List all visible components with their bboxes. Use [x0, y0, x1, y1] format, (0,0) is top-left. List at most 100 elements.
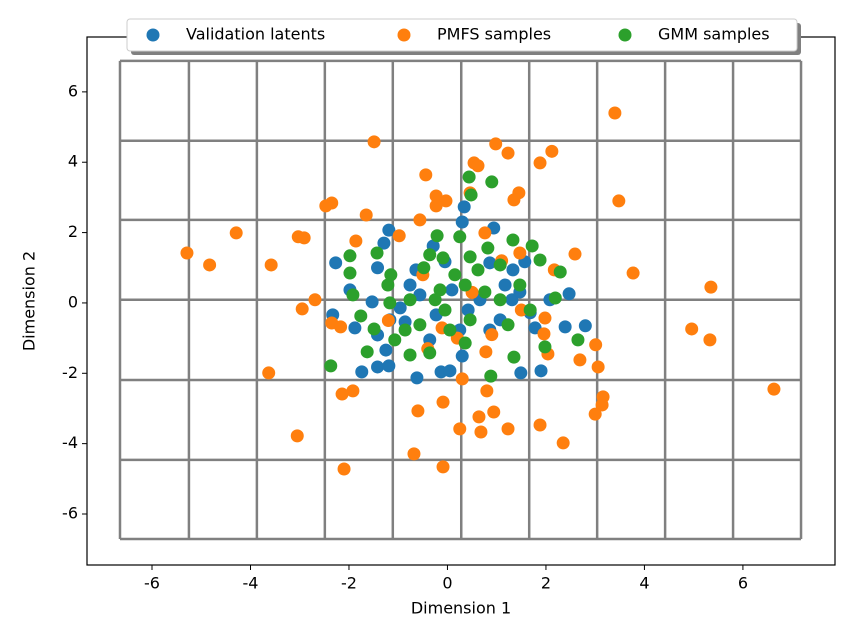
point	[513, 278, 527, 292]
point	[501, 318, 515, 332]
point	[513, 246, 527, 260]
point	[319, 199, 333, 213]
point	[501, 146, 515, 160]
point	[429, 189, 443, 203]
point	[448, 268, 462, 282]
point	[382, 359, 396, 373]
y-tick-label: -4	[62, 433, 78, 452]
point	[463, 250, 477, 264]
point	[507, 350, 521, 364]
legend-marker	[618, 28, 632, 42]
point	[478, 285, 492, 299]
point	[443, 323, 457, 337]
point	[474, 425, 488, 439]
point	[392, 229, 406, 243]
point	[464, 188, 478, 202]
point	[324, 359, 338, 373]
point	[367, 322, 381, 336]
point	[455, 215, 469, 229]
point	[337, 462, 351, 476]
x-tick-label: 4	[639, 574, 649, 593]
point	[393, 301, 407, 315]
point	[398, 323, 412, 337]
point	[558, 320, 572, 334]
point	[329, 256, 343, 270]
point	[371, 261, 385, 275]
point	[478, 226, 492, 240]
point	[578, 319, 592, 333]
point	[264, 258, 278, 272]
point	[229, 226, 243, 240]
point	[479, 345, 493, 359]
point	[506, 233, 520, 247]
point	[354, 309, 368, 323]
point	[472, 410, 486, 424]
x-tick-label: -6	[144, 574, 160, 593]
point	[384, 268, 398, 282]
point	[436, 251, 450, 265]
point	[767, 382, 781, 396]
point	[457, 200, 471, 214]
point	[453, 230, 467, 244]
point	[290, 429, 304, 443]
point	[436, 460, 450, 474]
point	[367, 135, 381, 149]
legend-label: GMM samples	[658, 25, 770, 44]
point	[403, 348, 417, 362]
point	[533, 418, 547, 432]
y-tick-label: -2	[62, 363, 78, 382]
point	[429, 199, 443, 213]
x-tick-label: 6	[738, 574, 748, 593]
point	[553, 265, 567, 279]
point	[438, 303, 452, 317]
point	[388, 333, 402, 347]
point	[458, 278, 472, 292]
point	[346, 288, 360, 302]
point	[612, 194, 626, 208]
legend-marker	[397, 28, 411, 42]
point	[379, 343, 393, 357]
point	[382, 223, 396, 237]
point	[360, 345, 374, 359]
x-axis-label: Dimension 1	[411, 599, 511, 618]
point	[348, 321, 362, 335]
point	[588, 407, 602, 421]
point	[595, 398, 609, 412]
point	[458, 336, 472, 350]
point	[463, 313, 477, 327]
point	[704, 280, 718, 294]
point	[443, 364, 457, 378]
point	[485, 175, 499, 189]
point	[343, 249, 357, 263]
point	[419, 168, 433, 182]
point	[381, 278, 395, 292]
y-tick-label: 2	[68, 222, 78, 241]
point	[370, 246, 384, 260]
x-tick-label: 2	[541, 574, 551, 593]
point	[453, 422, 467, 436]
point	[433, 283, 447, 297]
point	[297, 231, 311, 245]
point	[413, 288, 427, 302]
point	[436, 395, 450, 409]
point	[514, 366, 528, 380]
point	[403, 293, 417, 307]
point	[484, 369, 498, 383]
point	[537, 327, 551, 341]
y-tick-label: 4	[68, 152, 78, 171]
point	[359, 208, 373, 222]
point	[423, 248, 437, 262]
point	[439, 194, 453, 208]
point	[481, 241, 495, 255]
point	[349, 234, 363, 248]
point	[430, 229, 444, 243]
point	[334, 320, 348, 334]
point	[591, 360, 605, 374]
point	[455, 372, 469, 386]
point	[413, 213, 427, 227]
point	[423, 346, 437, 360]
point	[413, 318, 427, 332]
point	[346, 384, 360, 398]
point	[485, 328, 499, 342]
